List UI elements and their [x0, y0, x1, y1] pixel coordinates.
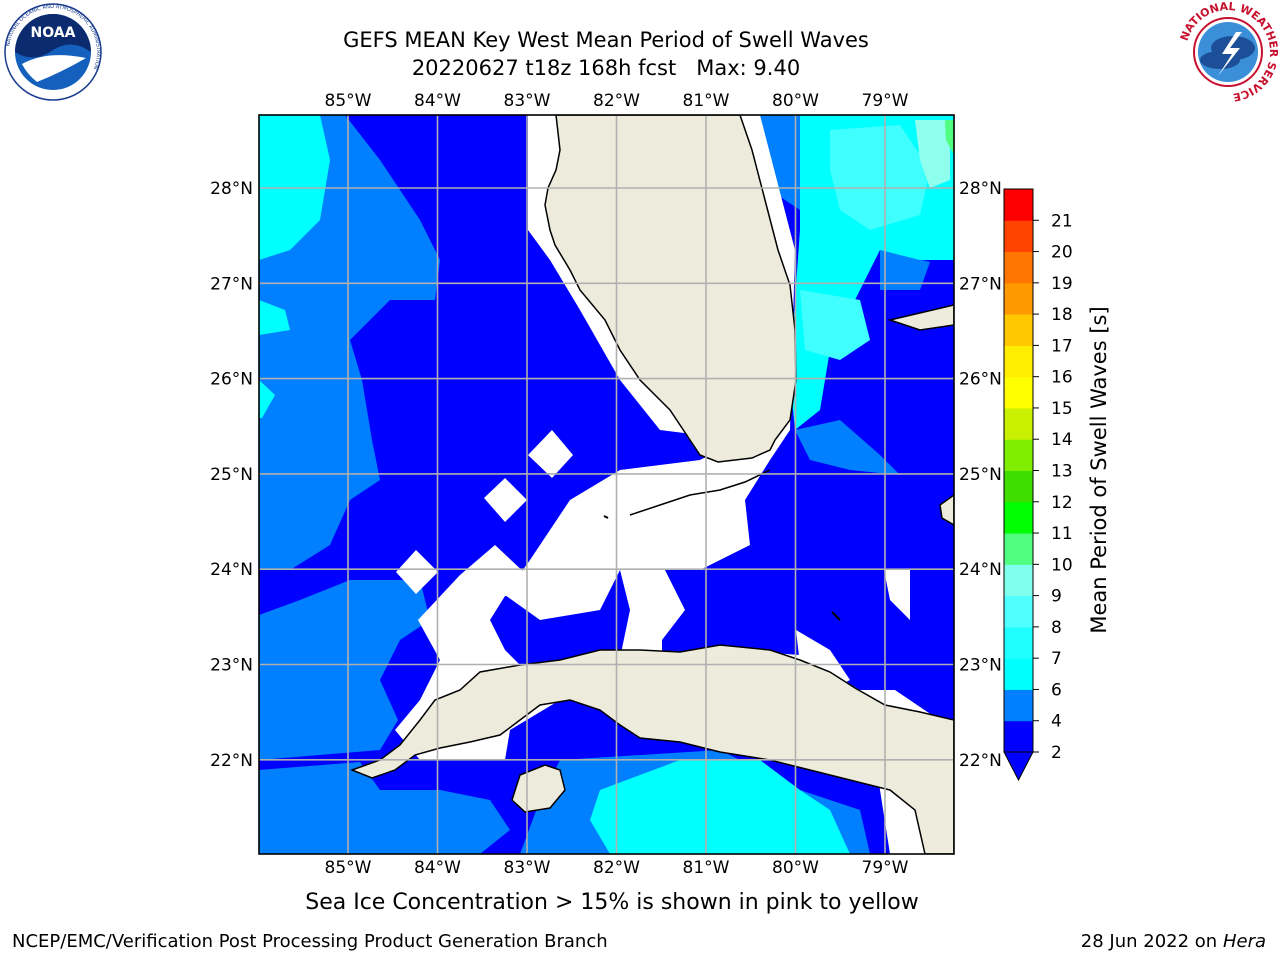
lon-label: 79°W — [862, 91, 909, 111]
land-masses — [349, 115, 954, 854]
colorbar-segment — [1004, 533, 1033, 565]
colorbar-tick-label: 10 — [1051, 555, 1073, 575]
map-plot-area — [259, 115, 954, 854]
lat-label: 24°N — [959, 560, 1002, 580]
cuba-landmass — [349, 644, 954, 854]
lon-labels-bottom: 85°W 84°W 83°W 82°W 81°W 80°W 79°W — [325, 858, 909, 878]
lat-labels-left: 28°N 27°N 26°N 25°N 24°N 23°N 22°N — [210, 179, 253, 771]
sea-ice-note: Sea Ice Concentration > 15% is shown in … — [305, 890, 919, 915]
colorbar-segment — [1004, 439, 1033, 471]
lon-label: 82°W — [593, 858, 640, 878]
map-title: GEFS MEAN Key West Mean Period of Swell … — [343, 28, 869, 52]
footer-date-text: 28 Jun 2022 on — [1080, 931, 1218, 952]
footer-machine: Hera — [1222, 931, 1266, 952]
florida-keys — [629, 469, 771, 516]
colorbar-tick-label: 6 — [1051, 680, 1062, 700]
andros-island — [939, 494, 954, 526]
swell-field-9-10s — [945, 120, 954, 155]
noaa-logo: NOAA NATIONAL OCEANIC AND ATMOSPHERIC AD… — [4, 3, 102, 101]
florida-landmass — [544, 115, 797, 463]
lon-label: 83°W — [504, 91, 551, 111]
colorbar-tick-label: 14 — [1051, 430, 1073, 450]
lat-label: 23°N — [959, 656, 1002, 676]
lon-labels-top: 85°W 84°W 83°W 82°W 81°W 80°W 79°W — [325, 91, 909, 111]
colorbar-segment — [1004, 595, 1033, 628]
colorbar-tick-label: 17 — [1051, 336, 1073, 356]
map-subtitle: 20220627 t18z 168h fcst Max: 9.40 — [256, 55, 956, 81]
isla-juventud — [511, 764, 566, 813]
lat-label: 25°N — [959, 465, 1002, 485]
lon-label: 79°W — [862, 858, 909, 878]
colorbar-tick-label: 8 — [1051, 618, 1062, 638]
lon-label: 85°W — [325, 858, 372, 878]
colorbar-tick-label: 4 — [1051, 712, 1062, 732]
lat-label: 25°N — [210, 465, 253, 485]
colorbar-segment — [1004, 314, 1033, 346]
lat-label: 23°N — [210, 656, 253, 676]
max-value: Max: 9.40 — [696, 56, 801, 80]
map-frame — [258, 114, 955, 855]
lon-label: 81°W — [683, 91, 730, 111]
lat-label: 26°N — [210, 370, 253, 390]
colorbar-segment — [1004, 282, 1033, 315]
colorbar-tick-label: 16 — [1051, 368, 1073, 388]
colorbar-segment — [1004, 407, 1033, 440]
lat-label: 22°N — [210, 751, 253, 771]
colorbar-segment — [1004, 689, 1033, 722]
colorbar-tick-label: 7 — [1051, 649, 1062, 669]
colorbar-tick-label: 11 — [1051, 524, 1073, 544]
cay-sal — [831, 611, 841, 621]
lon-label: 80°W — [772, 91, 819, 111]
colorbar-tick-label: 2 — [1051, 743, 1062, 763]
colorbar-segment — [1004, 470, 1033, 503]
colorbar: 2 4 6 7 8 9 10 11 12 13 14 15 16 17 18 19 20 21 — [1003, 188, 1073, 782]
colorbar-segment — [1004, 376, 1033, 409]
lat-label: 28°N — [959, 179, 1002, 199]
colorbar-tick-label: 19 — [1051, 274, 1073, 294]
lon-label: 84°W — [414, 858, 461, 878]
swell-field-8-9s — [915, 120, 950, 188]
colorbar-segment — [1004, 564, 1033, 597]
dry-tortugas — [603, 515, 609, 519]
swell-field-7-8s — [800, 125, 930, 360]
colorbar-segment — [1004, 220, 1033, 253]
colorbar-extend-arrow — [1003, 751, 1034, 782]
colorbar-label: Mean Period of Swell Waves [s] — [1087, 306, 1111, 633]
lat-label: 22°N — [959, 751, 1002, 771]
lat-label: 28°N — [210, 179, 253, 199]
colorbar-tick-label: 13 — [1051, 462, 1073, 482]
lon-label: 85°W — [325, 91, 372, 111]
lon-label: 81°W — [683, 858, 730, 878]
graticule — [259, 115, 954, 854]
colorbar-tick-label: 21 — [1051, 211, 1073, 231]
colorbar-tick-label: 20 — [1051, 243, 1073, 263]
lon-label: 83°W — [504, 858, 551, 878]
lon-label: 84°W — [414, 91, 461, 111]
bahamas-islands — [887, 304, 954, 331]
colorbar-segment — [1004, 658, 1033, 690]
colorbar-segment — [1004, 501, 1033, 534]
colorbar-tick-label: 15 — [1051, 399, 1073, 419]
colorbar-tick-label: 9 — [1051, 587, 1062, 607]
forecast-run: 20220627 t18z 168h fcst — [411, 56, 677, 80]
colorbar-tick-label: 12 — [1051, 493, 1073, 513]
lat-label: 26°N — [959, 370, 1002, 390]
lat-labels-right: 28°N 27°N 26°N 25°N 24°N 23°N 22°N — [959, 179, 1002, 771]
footer-credit: NCEP/EMC/Verification Post Processing Pr… — [12, 931, 608, 952]
noaa-logo-text: NOAA — [31, 25, 76, 41]
colorbar-segment — [1004, 345, 1033, 378]
lat-label: 27°N — [210, 274, 253, 294]
colorbar-segment — [1004, 720, 1033, 753]
lat-label: 24°N — [210, 560, 253, 580]
colorbar-segment — [1004, 189, 1033, 221]
lon-label: 80°W — [772, 858, 819, 878]
colorbar-tick-label: 18 — [1051, 305, 1073, 325]
lon-label: 82°W — [593, 91, 640, 111]
nws-logo: NATIONAL WEATHER SERVICE — [1178, 2, 1278, 102]
colorbar-segment — [1004, 626, 1033, 659]
footer-date: 28 Jun 2022 on Hera — [1081, 931, 1266, 952]
lat-label: 27°N — [959, 274, 1002, 294]
colorbar-segment — [1004, 251, 1033, 284]
